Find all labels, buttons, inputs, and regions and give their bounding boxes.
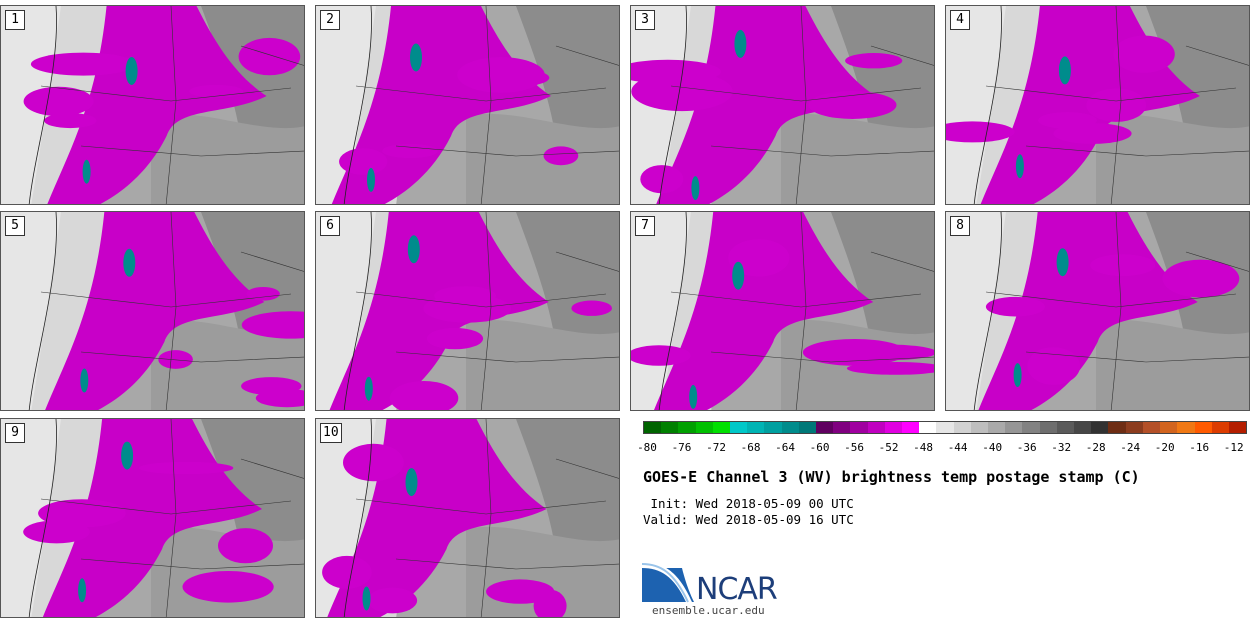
colorbar-cell <box>833 422 851 433</box>
panel-number: 8 <box>950 216 970 236</box>
colorbar-cell <box>953 422 971 433</box>
colorbar-cell <box>902 422 920 433</box>
colorbar-cell <box>1228 422 1247 433</box>
figure-title: GOES-E Channel 3 (WV) brightness temp po… <box>643 468 1140 486</box>
colorbar-cell <box>747 422 765 433</box>
panel-number: 4 <box>950 10 970 30</box>
colorbar-cell <box>712 422 731 433</box>
colorbar-cell <box>661 422 679 433</box>
map-panel-2: 2 <box>315 5 620 205</box>
colorbar-tick-label: -16 <box>1189 441 1210 454</box>
colorbar-tick-label: -36 <box>1016 441 1037 454</box>
colorbar-tick-label: -60 <box>809 441 830 454</box>
ncar-logo-icon <box>642 562 694 603</box>
colorbar-cell <box>1022 422 1040 433</box>
init-time: Init: Wed 2018-05-09 00 UTC <box>643 496 854 511</box>
panel-number: 7 <box>635 216 655 236</box>
colorbar-tick-label: -68 <box>740 441 761 454</box>
map-panel-8: 8 <box>945 211 1250 411</box>
colorbar-cell <box>1108 422 1126 433</box>
colorbar <box>643 421 1247 434</box>
map-panel-4: 4 <box>945 5 1250 205</box>
panel-number: 1 <box>5 10 25 30</box>
colorbar-cell <box>1056 422 1075 433</box>
colorbar-tick-label: -72 <box>706 441 726 454</box>
site-url: ensemble.ucar.edu <box>652 604 765 617</box>
colorbar-cell <box>867 422 885 433</box>
panel-number: 9 <box>5 423 25 443</box>
colorbar-cell <box>1160 422 1178 433</box>
colorbar-cell <box>884 422 903 433</box>
colorbar-tick-label: -64 <box>775 441 795 454</box>
colorbar-cell <box>1125 422 1143 433</box>
colorbar-tick-label: -76 <box>671 441 692 454</box>
colorbar-tick-label: -52 <box>878 441 899 454</box>
colorbar-tick-label: -40 <box>982 441 1003 454</box>
colorbar-tick-label: -80 <box>637 441 657 454</box>
colorbar-cell <box>919 422 937 433</box>
colorbar-tick-label: -44 <box>947 441 968 454</box>
colorbar-cell <box>988 422 1006 433</box>
panel-number: 10 <box>320 423 342 443</box>
colorbar-tick-label: -12 <box>1223 441 1244 454</box>
colorbar-cell <box>644 422 662 433</box>
valid-time: Valid: Wed 2018-05-09 16 UTC <box>643 512 854 527</box>
map-panel-9: 9 <box>0 418 305 618</box>
colorbar-cell <box>970 422 989 433</box>
colorbar-cell <box>695 422 713 433</box>
colorbar-cell <box>730 422 748 433</box>
map-panel-6: 6 <box>315 211 620 411</box>
map-panel-5: 5 <box>0 211 305 411</box>
colorbar-cell <box>850 422 868 433</box>
colorbar-cell <box>678 422 696 433</box>
colorbar-cell <box>1142 422 1161 433</box>
colorbar-cell <box>1039 422 1057 433</box>
colorbar-tick-label: -32 <box>1051 441 1072 454</box>
map-panel-10: 10 <box>315 418 620 618</box>
colorbar-cell <box>781 422 799 433</box>
panel-number: 6 <box>320 216 340 236</box>
colorbar-tick-label: -20 <box>1154 441 1175 454</box>
logo-text: NCAR <box>696 572 778 607</box>
panel-number: 3 <box>635 10 655 30</box>
colorbar-tick-label: -48 <box>913 441 934 454</box>
colorbar-cell <box>1091 422 1109 433</box>
colorbar-ticks: -80 -76 -72 -68 -64 -60 -56 -52 -48 -44 -40 -36 -32-… <box>637 441 1247 455</box>
panel-number: 5 <box>5 216 25 236</box>
map-panel-3: 3 <box>630 5 935 205</box>
colorbar-cell <box>936 422 954 433</box>
colorbar-tick-label: -56 <box>844 441 865 454</box>
panel-number: 2 <box>320 10 340 30</box>
colorbar-cell <box>1211 422 1229 433</box>
colorbar-tick-label: -28 <box>1085 441 1106 454</box>
colorbar-cell <box>1177 422 1195 433</box>
colorbar-cell <box>798 422 817 433</box>
colorbar-cell <box>1074 422 1092 433</box>
colorbar-cell <box>816 422 834 433</box>
map-panel-7: 7 <box>630 211 935 411</box>
colorbar-cell <box>764 422 782 433</box>
colorbar-cell <box>1194 422 1212 433</box>
colorbar-tick-label: -24 <box>1120 441 1141 454</box>
colorbar-cell <box>1005 422 1023 433</box>
map-panel-1: 1 <box>0 5 305 205</box>
